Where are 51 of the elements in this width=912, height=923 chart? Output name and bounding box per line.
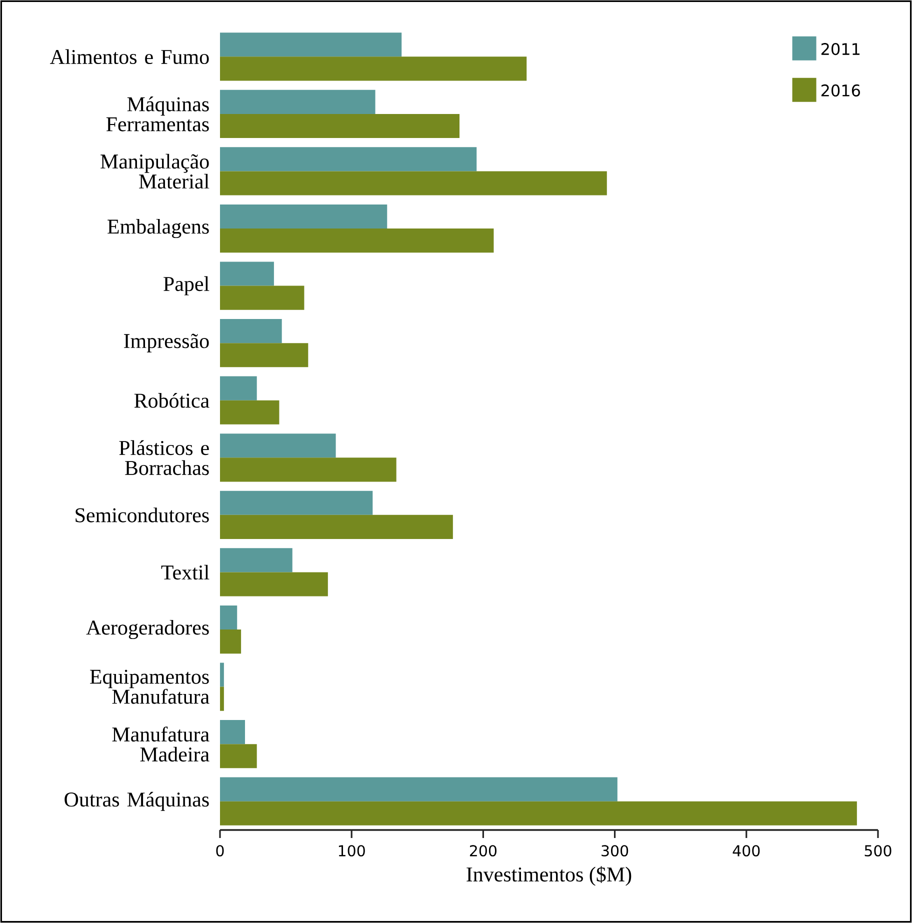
y-tick-label: Alimentos e Fumo xyxy=(50,49,209,64)
x-tick-label: 400 xyxy=(732,845,760,856)
y-tick-label: Equipamentos Manufatura xyxy=(90,670,210,704)
bar xyxy=(220,171,607,196)
bar xyxy=(220,630,242,654)
bar xyxy=(220,400,280,424)
y-tick-label: Robótica xyxy=(134,392,210,408)
bar xyxy=(220,777,618,802)
y-tick-label: Impressão xyxy=(124,334,209,352)
bar xyxy=(220,458,396,482)
bar xyxy=(220,548,292,572)
bar xyxy=(220,662,224,687)
bar xyxy=(220,147,477,172)
x-tick-label: 0 xyxy=(216,845,224,856)
bar xyxy=(220,262,274,286)
bar xyxy=(220,720,246,744)
legend-label: 2016 xyxy=(821,84,860,97)
bar xyxy=(220,801,857,826)
bar xyxy=(220,572,328,596)
x-tick-label: 500 xyxy=(864,845,892,856)
x-tick-label: 200 xyxy=(470,845,496,856)
y-tick-label: Manipulação Material xyxy=(100,154,210,189)
bar xyxy=(220,490,373,515)
bar xyxy=(220,744,257,768)
y-tick-label: Plásticos e Borrachas xyxy=(119,440,209,476)
legend-label: 2011 xyxy=(821,42,860,56)
y-tick-label: Outras Máquinas xyxy=(64,792,209,811)
bar xyxy=(220,343,308,368)
bar xyxy=(220,514,453,539)
y-tick-label: Embalagens xyxy=(108,218,209,238)
bar xyxy=(220,204,388,229)
bar xyxy=(220,286,304,310)
x-axis-title: Investimentos ($M) xyxy=(466,866,632,886)
x-tick-label: 300 xyxy=(602,845,628,856)
y-tick-label: Aerogeradores xyxy=(86,620,209,640)
bar xyxy=(220,319,282,344)
x-tick-label: 100 xyxy=(338,845,365,856)
y-tick-label: Manufatura Madeira xyxy=(112,726,210,762)
bar xyxy=(220,686,224,711)
y-tick-label: Máquinas Ferramentas xyxy=(106,96,209,132)
bar xyxy=(220,90,376,114)
y-tick-label: Textil xyxy=(161,564,210,580)
bar xyxy=(220,434,336,458)
bar xyxy=(220,56,527,81)
bar xyxy=(220,605,238,630)
y-tick-label: Papel xyxy=(164,276,210,296)
y-tick-label: Semicondutores xyxy=(76,508,209,522)
bar xyxy=(220,114,460,138)
bar xyxy=(220,376,257,400)
bar xyxy=(220,228,494,253)
bar xyxy=(220,32,402,57)
